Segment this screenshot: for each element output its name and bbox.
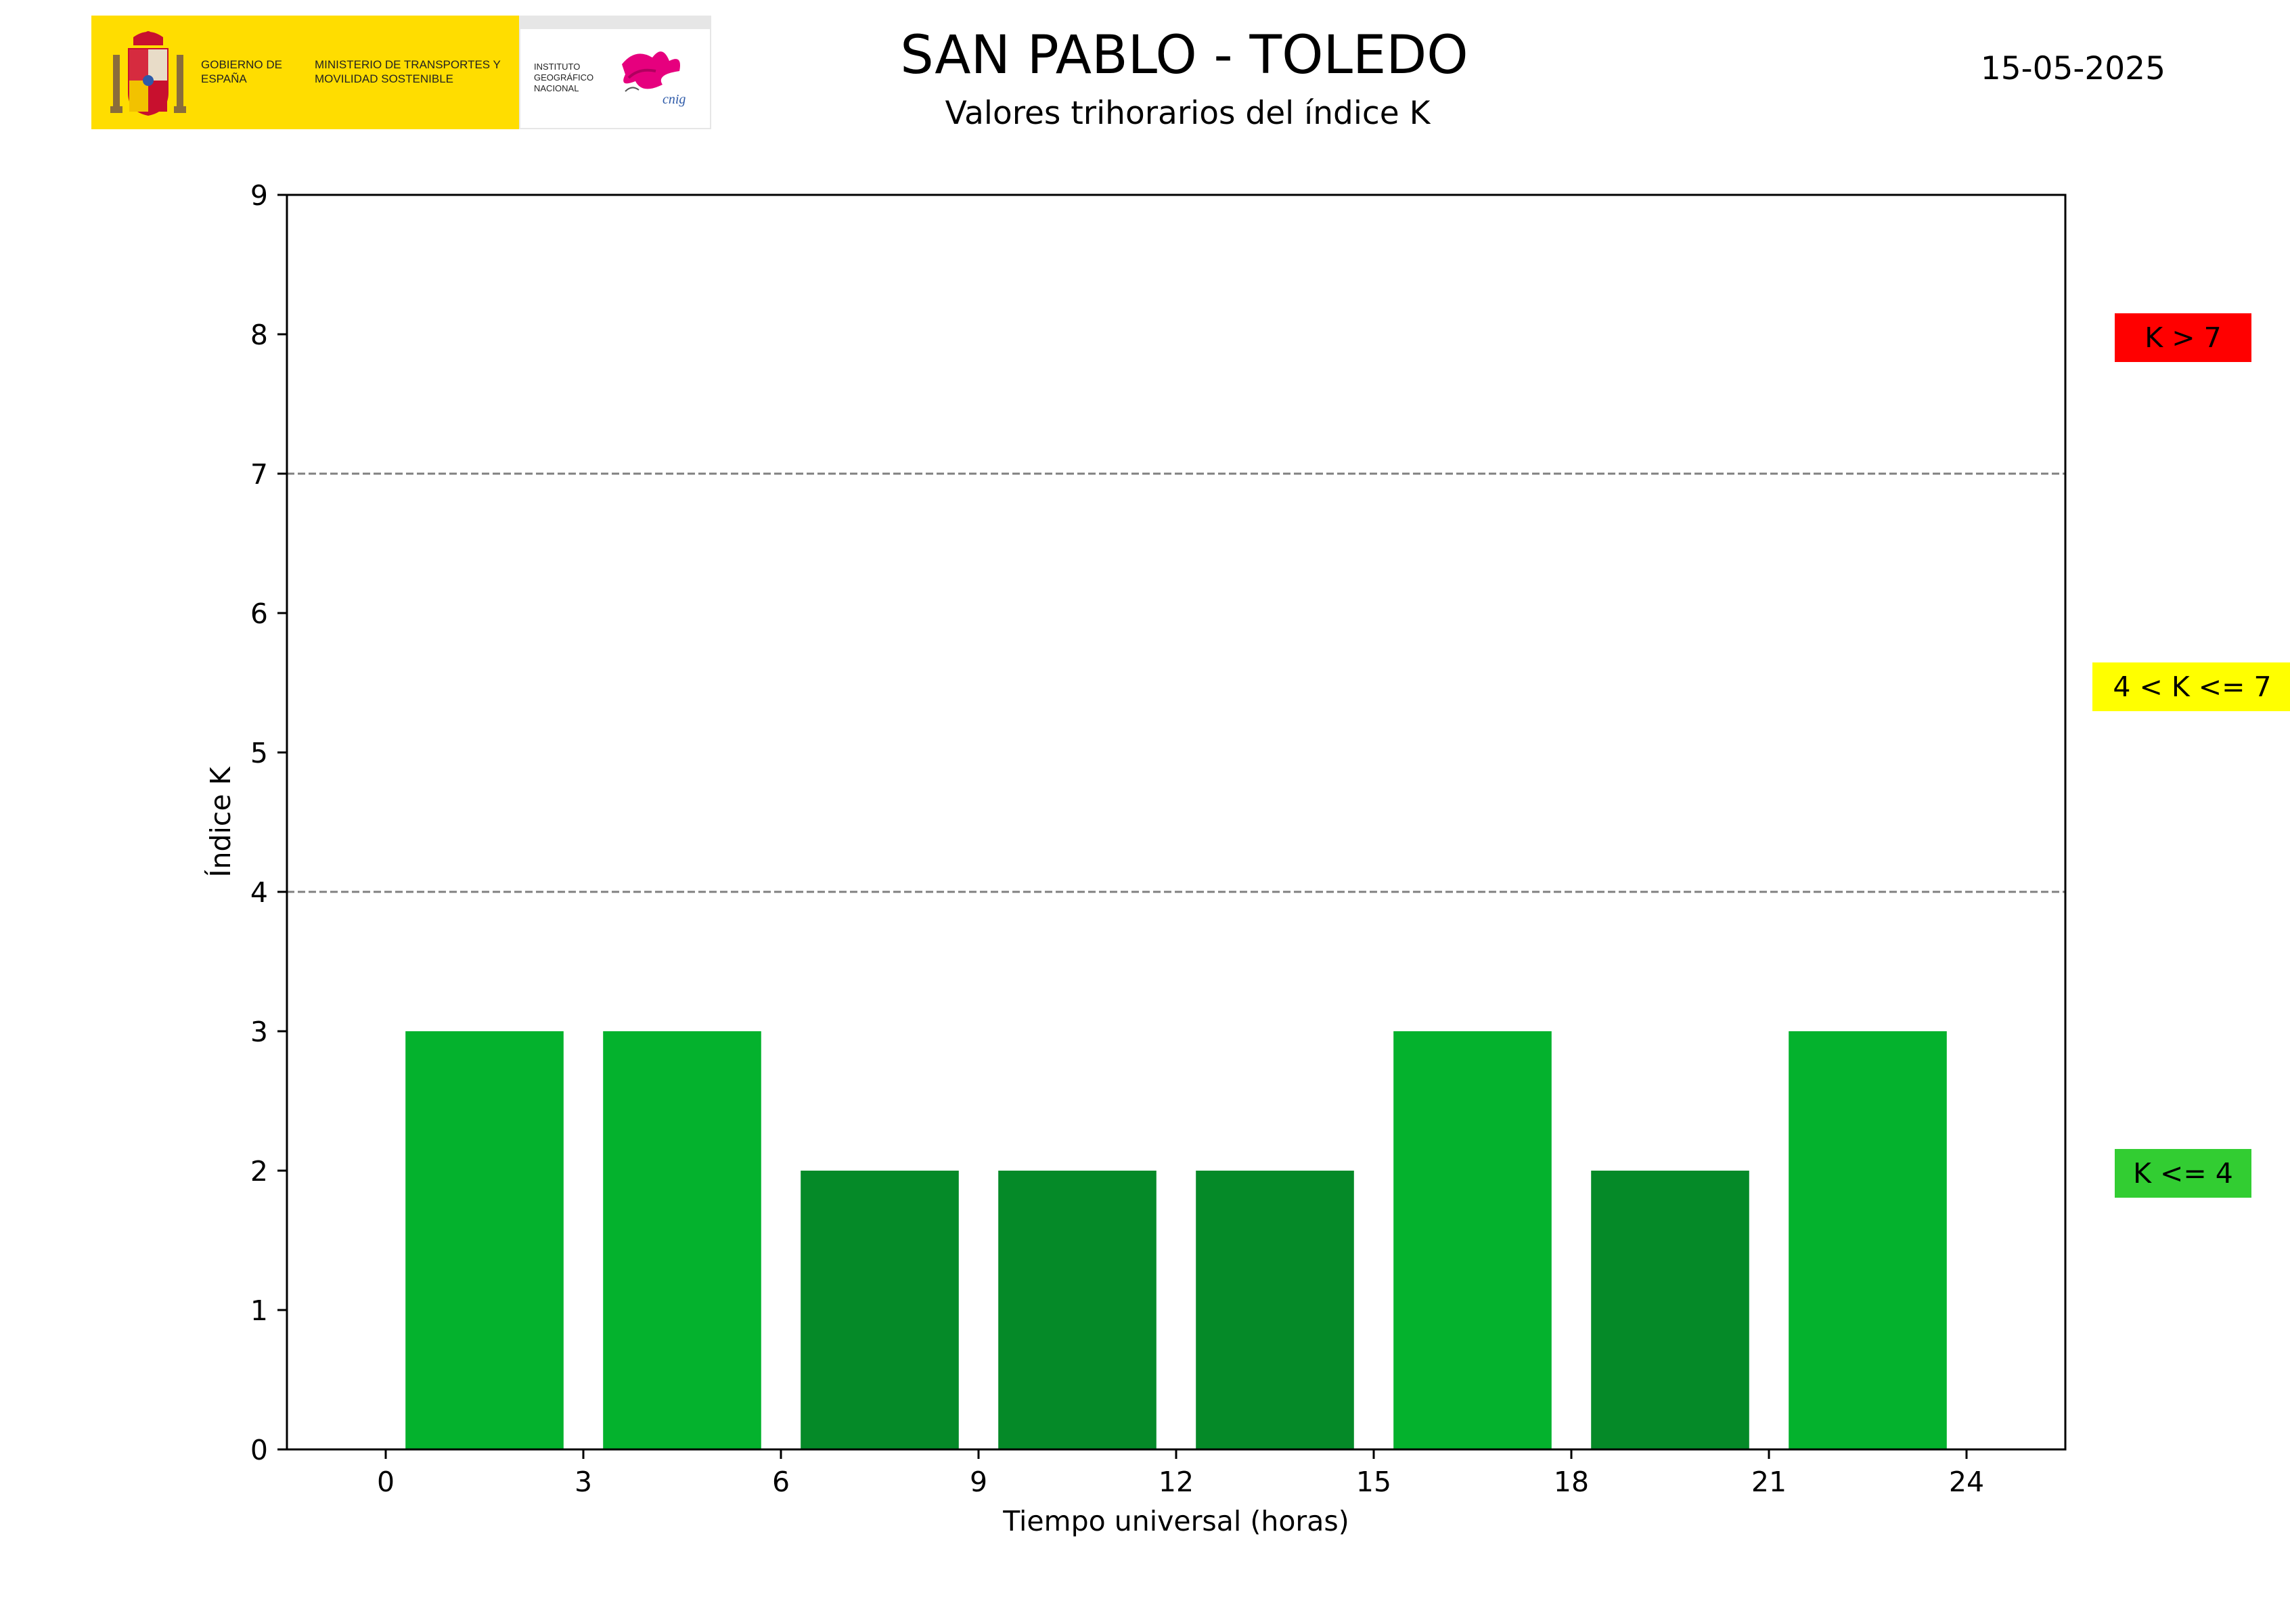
- bar-6: [1591, 1171, 1749, 1449]
- coat-of-arms-icon: [110, 31, 186, 116]
- chart-subtitle: Valores trihorarios del índice K: [945, 95, 1431, 132]
- y-tick-label: 8: [250, 319, 268, 351]
- date-label: 15-05-2025: [1980, 50, 2165, 87]
- y-tick-label: 2: [250, 1155, 268, 1188]
- ign-logo-panel: INSTITUTO GEOGRÁFICO NACIONAL cnig: [519, 16, 711, 129]
- y-axis-label: Índice K: [204, 766, 237, 877]
- instituto-label: INSTITUTO GEOGRÁFICO NACIONAL: [534, 62, 594, 93]
- bar-2: [801, 1171, 959, 1449]
- x-tick-label: 3: [575, 1466, 592, 1498]
- bar-4: [1196, 1171, 1354, 1449]
- level-high-badge: K > 7: [2115, 313, 2251, 362]
- y-tick-label: 1: [250, 1294, 268, 1327]
- x-axis-ticks: 0 3 6 9 12 15 18 21 24: [377, 1449, 1984, 1498]
- x-tick-label: 9: [970, 1466, 987, 1498]
- x-tick-label: 21: [1751, 1466, 1787, 1498]
- y-tick-label: 0: [250, 1434, 268, 1466]
- ministerio-label: MINISTERIO DE TRANSPORTES Y MOVILIDAD SO…: [315, 58, 501, 85]
- bar-0: [405, 1031, 564, 1449]
- y-tick-label: 6: [250, 597, 268, 630]
- x-tick-label: 24: [1949, 1466, 1984, 1498]
- y-tick-label: 5: [250, 737, 268, 769]
- x-tick-label: 6: [772, 1466, 790, 1498]
- x-tick-label: 18: [1554, 1466, 1589, 1498]
- level-mid-badge: 4 < K <= 7: [2092, 662, 2290, 711]
- bars-layer: [405, 1031, 1947, 1449]
- bar-3: [998, 1171, 1157, 1449]
- threshold-lines: [287, 472, 2065, 893]
- x-tick-label: 12: [1159, 1466, 1194, 1498]
- gobierno-label: GOBIERNO DE ESPAÑA: [201, 58, 282, 85]
- logo-divider: [520, 17, 710, 29]
- bar-1: [603, 1031, 761, 1449]
- x-axis-label: Tiempo universal (horas): [1002, 1505, 1349, 1537]
- y-axis-ticks: 0 1 2 3 4 5 6 7 8 9: [250, 179, 287, 1466]
- y-tick-label: 7: [250, 458, 268, 491]
- y-tick-label: 9: [250, 179, 268, 212]
- level-low-badge: K <= 4: [2115, 1149, 2251, 1198]
- ign-cnig-logo-icon: cnig: [622, 51, 686, 107]
- bar-7: [1789, 1031, 1947, 1449]
- cnig-label: cnig: [663, 92, 686, 107]
- gobierno-logo-panel: GOBIERNO DE ESPAÑA MINISTERIO DE TRANSPO…: [91, 16, 519, 129]
- x-tick-label: 0: [377, 1466, 395, 1498]
- y-tick-label: 3: [250, 1016, 268, 1048]
- x-tick-label: 15: [1356, 1466, 1391, 1498]
- station-title: SAN PABLO - TOLEDO: [900, 25, 1468, 86]
- institutional-logo: GOBIERNO DE ESPAÑA MINISTERIO DE TRANSPO…: [91, 16, 711, 129]
- bar-5: [1393, 1031, 1552, 1449]
- y-tick-label: 4: [250, 876, 268, 909]
